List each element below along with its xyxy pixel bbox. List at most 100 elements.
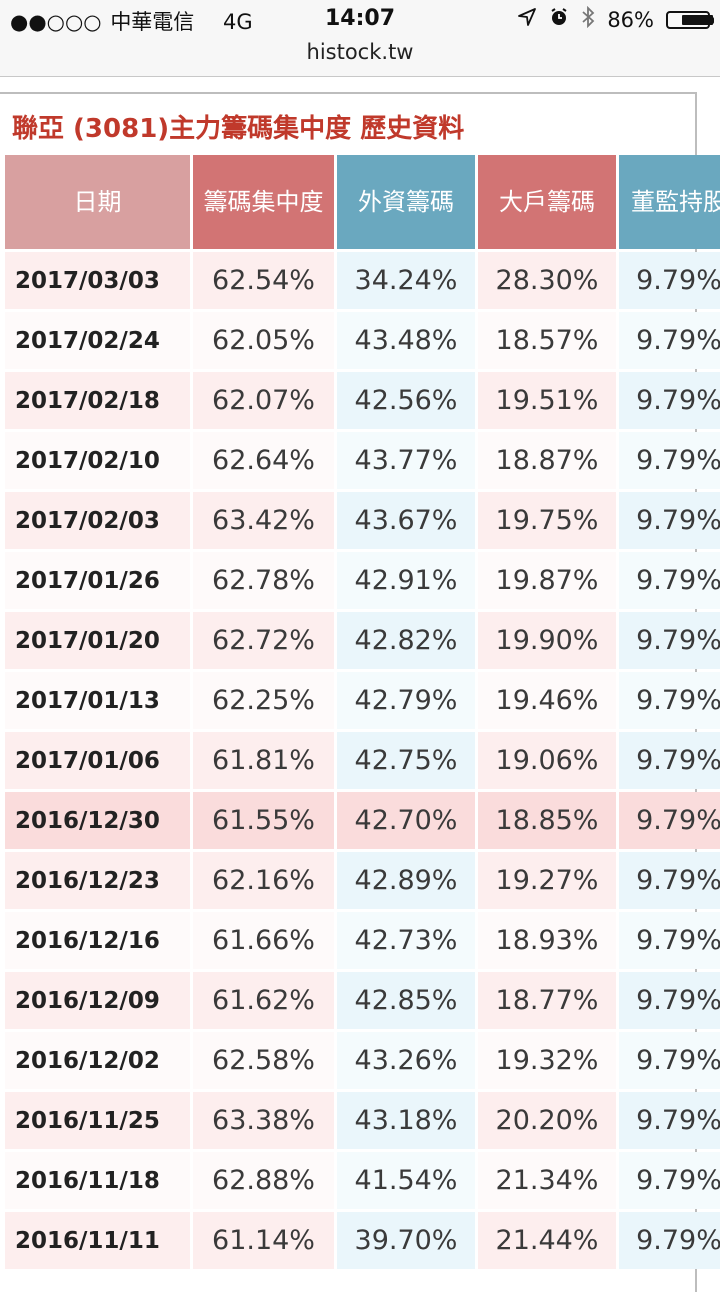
concentration-cell: 61.55% bbox=[193, 792, 334, 849]
foreign-cell: 34.24% bbox=[337, 252, 475, 309]
table-row: 2016/12/30 61.55% 42.70% 18.85% 9.79% bbox=[5, 792, 720, 849]
date-cell: 2016/12/30 bbox=[5, 792, 190, 849]
major-holders-cell: 18.57% bbox=[478, 312, 616, 369]
table-row: 2016/12/23 62.16% 42.89% 19.27% 9.79% bbox=[5, 852, 720, 909]
header-foreign[interactable]: 外資籌碼 bbox=[337, 155, 475, 249]
concentration-cell: 62.58% bbox=[193, 1032, 334, 1089]
date-cell: 2017/01/26 bbox=[5, 552, 190, 609]
concentration-cell: 62.72% bbox=[193, 612, 334, 669]
major-holders-cell: 19.27% bbox=[478, 852, 616, 909]
table-row: 2016/12/16 61.66% 42.73% 18.93% 9.79% bbox=[5, 912, 720, 969]
concentration-cell: 62.64% bbox=[193, 432, 334, 489]
table-row: 2017/02/18 62.07% 42.56% 19.51% 9.79% bbox=[5, 372, 720, 429]
date-cell: 2016/11/25 bbox=[5, 1092, 190, 1149]
foreign-cell: 42.82% bbox=[337, 612, 475, 669]
table-row: 2017/01/26 62.78% 42.91% 19.87% 9.79% bbox=[5, 552, 720, 609]
date-cell: 2017/02/10 bbox=[5, 432, 190, 489]
status-icons: 86% bbox=[505, 5, 714, 33]
concentration-cell: 62.54% bbox=[193, 252, 334, 309]
major-holders-cell: 19.46% bbox=[478, 672, 616, 729]
major-holders-cell: 28.30% bbox=[478, 252, 616, 309]
directors-cell: 9.79% bbox=[619, 552, 720, 609]
major-holders-cell: 18.87% bbox=[478, 432, 616, 489]
directors-cell: 9.79% bbox=[619, 972, 720, 1029]
bluetooth-icon bbox=[581, 5, 595, 33]
date-cell: 2016/12/09 bbox=[5, 972, 190, 1029]
major-holders-cell: 19.51% bbox=[478, 372, 616, 429]
table-body: 2017/03/03 62.54% 34.24% 28.30% 9.79% 2017/02… bbox=[5, 252, 720, 1269]
header-date[interactable]: 日期 bbox=[5, 155, 190, 249]
table-row: 2017/02/03 63.42% 43.67% 19.75% 9.79% bbox=[5, 492, 720, 549]
foreign-cell: 42.56% bbox=[337, 372, 475, 429]
directors-cell: 9.79% bbox=[619, 612, 720, 669]
directors-cell: 9.79% bbox=[619, 852, 720, 909]
foreign-cell: 42.70% bbox=[337, 792, 475, 849]
concentration-cell: 61.81% bbox=[193, 732, 334, 789]
carrier-info: ●●○○○ 中華電信 4G bbox=[10, 6, 253, 36]
directors-cell: 9.79% bbox=[619, 732, 720, 789]
foreign-cell: 42.89% bbox=[337, 852, 475, 909]
date-cell: 2016/11/11 bbox=[5, 1212, 190, 1269]
network-type: 4G bbox=[223, 10, 253, 34]
table-row: 2016/11/11 61.14% 39.70% 21.44% 9.79% bbox=[5, 1212, 720, 1269]
directors-cell: 9.79% bbox=[619, 1032, 720, 1089]
table-row: 2017/03/03 62.54% 34.24% 28.30% 9.79% bbox=[5, 252, 720, 309]
date-cell: 2017/01/06 bbox=[5, 732, 190, 789]
table-header-row: 日期 籌碼集中度 外資籌碼 大戶籌碼 董監持股 bbox=[5, 155, 720, 249]
clock: 14:07 bbox=[324, 6, 396, 31]
directors-cell: 9.79% bbox=[619, 792, 720, 849]
major-holders-cell: 19.32% bbox=[478, 1032, 616, 1089]
carrier-name: 中華電信 bbox=[110, 10, 195, 34]
address-bar[interactable]: histock.tw bbox=[0, 38, 720, 77]
history-table: 日期 籌碼集中度 外資籌碼 大戶籌碼 董監持股 2017/03/03 62.54%… bbox=[2, 152, 720, 1272]
status-bar: ●●○○○ 中華電信 4G 14:07 86% bbox=[0, 0, 720, 40]
table-row: 2017/01/13 62.25% 42.79% 19.46% 9.79% bbox=[5, 672, 720, 729]
directors-cell: 9.79% bbox=[619, 1152, 720, 1209]
directors-cell: 9.79% bbox=[619, 1092, 720, 1149]
foreign-cell: 42.85% bbox=[337, 972, 475, 1029]
major-holders-cell: 19.06% bbox=[478, 732, 616, 789]
battery-percent: 86% bbox=[607, 7, 654, 32]
foreign-cell: 42.79% bbox=[337, 672, 475, 729]
concentration-cell: 63.38% bbox=[193, 1092, 334, 1149]
battery-icon bbox=[666, 10, 714, 29]
major-holders-cell: 21.44% bbox=[478, 1212, 616, 1269]
header-major-holders[interactable]: 大戶籌碼 bbox=[478, 155, 616, 249]
major-holders-cell: 18.85% bbox=[478, 792, 616, 849]
date-cell: 2016/12/23 bbox=[5, 852, 190, 909]
foreign-cell: 39.70% bbox=[337, 1212, 475, 1269]
concentration-cell: 62.88% bbox=[193, 1152, 334, 1209]
foreign-cell: 43.77% bbox=[337, 432, 475, 489]
table-row: 2016/11/18 62.88% 41.54% 21.34% 9.79% bbox=[5, 1152, 720, 1209]
date-cell: 2016/12/02 bbox=[5, 1032, 190, 1089]
concentration-cell: 62.25% bbox=[193, 672, 334, 729]
table-row: 2017/02/24 62.05% 43.48% 18.57% 9.79% bbox=[5, 312, 720, 369]
foreign-cell: 43.67% bbox=[337, 492, 475, 549]
header-directors[interactable]: 董監持股 bbox=[619, 155, 720, 249]
major-holders-cell: 18.77% bbox=[478, 972, 616, 1029]
foreign-cell: 43.48% bbox=[337, 312, 475, 369]
alarm-icon bbox=[549, 7, 569, 32]
concentration-cell: 61.14% bbox=[193, 1212, 334, 1269]
directors-cell: 9.79% bbox=[619, 432, 720, 489]
date-cell: 2017/02/18 bbox=[5, 372, 190, 429]
table-row: 2017/01/06 61.81% 42.75% 19.06% 9.79% bbox=[5, 732, 720, 789]
concentration-cell: 61.66% bbox=[193, 912, 334, 969]
concentration-cell: 61.62% bbox=[193, 972, 334, 1029]
major-holders-cell: 19.87% bbox=[478, 552, 616, 609]
foreign-cell: 42.75% bbox=[337, 732, 475, 789]
major-holders-cell: 18.93% bbox=[478, 912, 616, 969]
concentration-cell: 62.16% bbox=[193, 852, 334, 909]
foreign-cell: 41.54% bbox=[337, 1152, 475, 1209]
header-concentration[interactable]: 籌碼集中度 bbox=[193, 155, 334, 249]
foreign-cell: 42.91% bbox=[337, 552, 475, 609]
directors-cell: 9.79% bbox=[619, 492, 720, 549]
signal-strength-icon: ●●○○○ bbox=[10, 10, 102, 34]
concentration-cell: 62.05% bbox=[193, 312, 334, 369]
url-domain[interactable]: histock.tw bbox=[306, 40, 414, 64]
table-row: 2017/01/20 62.72% 42.82% 19.90% 9.79% bbox=[5, 612, 720, 669]
directors-cell: 9.79% bbox=[619, 1212, 720, 1269]
concentration-cell: 63.42% bbox=[193, 492, 334, 549]
table-row: 2016/12/02 62.58% 43.26% 19.32% 9.79% bbox=[5, 1032, 720, 1089]
directors-cell: 9.79% bbox=[619, 672, 720, 729]
